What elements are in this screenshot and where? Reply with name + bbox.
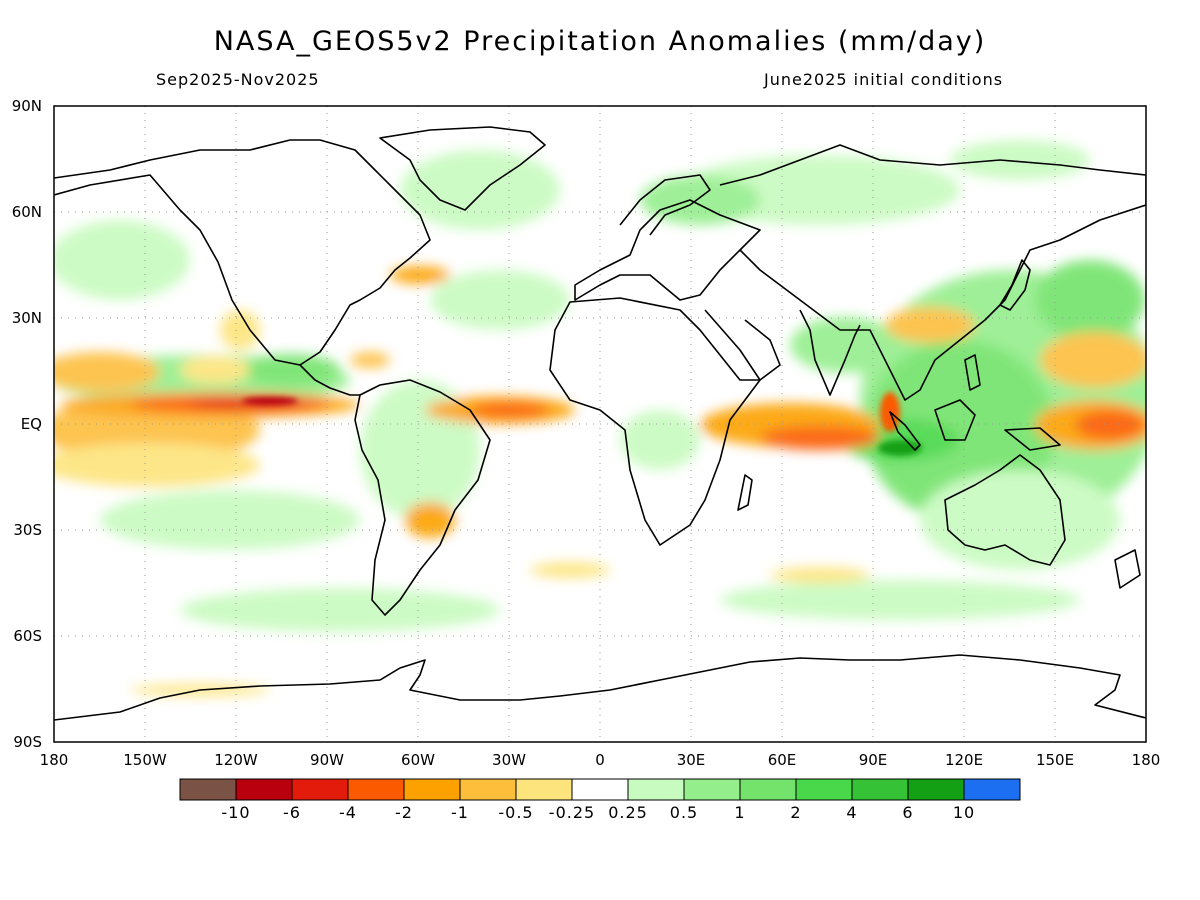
colorbar-swatch [627,778,685,801]
coast-greenland [379,126,546,211]
lat-label-eq: EQ [20,415,42,433]
lon-label-60e: 60E [767,751,797,769]
lat-label-90s: 90S [13,733,42,751]
lat-label-30s: 30S [13,521,42,539]
colorbar-label: -10 [221,803,251,822]
colorbar-swatch [571,778,629,801]
lon-label-90e: 90E [858,751,888,769]
lat-label-90n: 90N [11,97,42,115]
coast-madagascar [737,474,753,511]
colorbar-swatch [459,778,517,801]
coast-south-america [354,379,491,616]
coast-sumatra [889,411,921,451]
coast-africa [549,297,761,546]
coast-central-america [299,364,360,396]
forecast-period: Sep2025-Nov2025 [156,70,320,89]
lon-label-30w: 30W [492,751,526,769]
colorbar-label: -1 [451,803,469,822]
lon-label-60w: 60W [401,751,435,769]
plot-frame [53,105,1147,743]
lat-label-60n: 60N [11,203,42,221]
colorbar [179,778,1021,801]
lon-label-150e: 150E [1035,751,1075,769]
lat-label-60s: 60S [13,627,42,645]
colorbar-swatch [515,778,573,801]
colorbar-swatch [739,778,797,801]
coast-australia [944,454,1066,566]
colorbar-swatch [347,778,405,801]
colorbar-swatch [851,778,909,801]
colorbar-label: 1 [734,803,746,822]
lon-label-180w: 180 [39,751,69,769]
colorbar-swatch [907,778,965,801]
colorbar-swatch [403,778,461,801]
colorbar-label: 10 [952,803,976,822]
lon-label-0: 0 [595,751,605,769]
coast-india [799,309,861,396]
colorbar-label: 2 [790,803,802,822]
coast-asia [719,144,1146,401]
lon-label-120w: 120W [214,751,258,769]
colorbar-label: -2 [395,803,413,822]
coast-philippines [964,354,981,391]
colorbar-label: 0.25 [608,803,648,822]
lon-label-150w: 150W [123,751,167,769]
graticule [54,106,1146,742]
coast-borneo [934,399,976,441]
initial-conditions-label: June2025 initial conditions [764,70,1004,89]
coast-antarctica [54,654,1146,721]
coast-new-guinea [1004,427,1061,451]
lon-label-120e: 120E [944,751,984,769]
coast-north-america [54,139,431,366]
colorbar-label: -0.5 [498,803,534,822]
colorbar-label: 0.5 [669,803,699,822]
colorbar-label: -6 [283,803,301,822]
lon-label-90w: 90W [310,751,344,769]
lon-label-30e: 30E [676,751,706,769]
anomaly-field [54,106,1146,742]
colorbar-swatch [963,778,1021,801]
chart-title: NASA_GEOS5v2 Precipitation Anomalies (mm… [213,26,987,57]
coast-japan [999,259,1031,311]
colorbar-swatch [179,778,237,801]
coast-arabia [704,309,781,381]
lon-label-180e: 180 [1131,751,1161,769]
colorbar-label: 4 [846,803,858,822]
colorbar-label: -4 [339,803,357,822]
lat-label-30n: 30N [11,309,42,327]
colorbar-swatch [683,778,741,801]
coast-europe [574,199,761,301]
colorbar-swatch [291,778,349,801]
colorbar-swatch [795,778,853,801]
coast-new-zealand [1114,549,1141,589]
coast-scandinavia [619,174,711,236]
colorbar-label: 6 [902,803,914,822]
coastlines [54,126,1146,721]
colorbar-label: -0.25 [548,803,596,822]
colorbar-swatch [235,778,293,801]
